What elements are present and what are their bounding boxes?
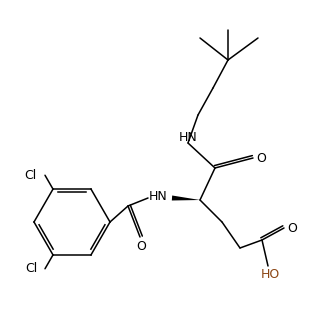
Text: O: O <box>256 151 266 165</box>
Text: HO: HO <box>260 268 279 280</box>
Text: Cl: Cl <box>25 262 37 275</box>
Polygon shape <box>172 195 200 201</box>
Text: O: O <box>136 240 146 252</box>
Text: HN: HN <box>149 191 167 204</box>
Text: O: O <box>287 222 297 234</box>
Text: HN: HN <box>179 130 197 144</box>
Text: Cl: Cl <box>25 169 37 182</box>
